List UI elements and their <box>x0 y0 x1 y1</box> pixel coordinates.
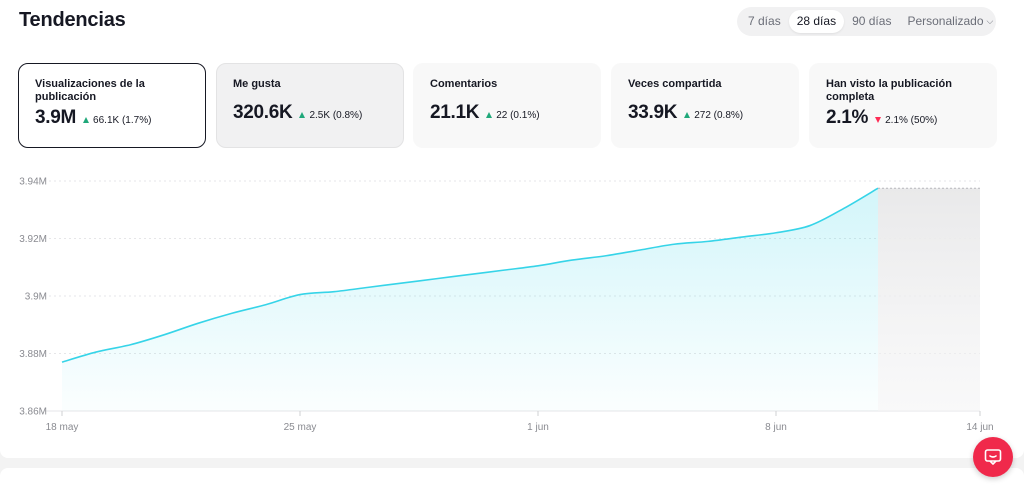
range-custom-button[interactable]: Personalizado ⌵ <box>899 10 1001 33</box>
message-icon <box>984 449 1002 465</box>
metric-label: Me gusta <box>233 78 281 90</box>
y-tick-label: 3.88M <box>19 349 47 360</box>
trends-panel: Tendencias 7 días 28 días 90 días Person… <box>0 0 1024 458</box>
trend-up-icon <box>299 112 306 118</box>
trend-up-icon <box>83 117 90 123</box>
metric-label: Veces compartida <box>628 78 722 90</box>
metric-value: 320.6K <box>233 102 293 123</box>
trend-up-icon <box>684 112 691 118</box>
metric-value: 3.9M <box>35 107 77 128</box>
metric-card-shares[interactable]: Veces compartida 33.9K 272 (0.8%) <box>611 63 799 148</box>
y-axis: 3.94M 3.92M 3.9M 3.88M 3.86M <box>19 177 47 418</box>
metric-cards: Visualizaciones de la publicación 3.9M 6… <box>18 63 998 148</box>
pending-data-region <box>878 188 980 411</box>
x-tick-label: 8 jun <box>765 422 787 433</box>
chevron-down-icon: ⌵ <box>986 16 994 26</box>
metric-card-completion[interactable]: Han visto la publicación completa 2.1% 2… <box>809 63 997 148</box>
metric-delta: 66.1K (1.7%) <box>83 115 151 126</box>
x-tick-label: 18 may <box>46 422 79 433</box>
y-tick-label: 3.9M <box>25 292 47 303</box>
metric-delta-text: 272 (0.8%) <box>694 109 744 121</box>
metric-value: 33.9K <box>628 102 678 123</box>
y-tick-label: 3.92M <box>19 234 47 245</box>
x-tick-label: 25 may <box>284 422 317 433</box>
series-line <box>61 187 879 363</box>
metric-delta-text: 2.5K (0.8%) <box>309 109 363 121</box>
metric-label: Visualizaciones de la publicación <box>35 78 145 103</box>
metric-delta-text: 22 (0.1%) <box>496 109 540 121</box>
range-custom-label: Personalizado <box>907 14 984 28</box>
next-section-card <box>0 468 1024 488</box>
range-7-days-button[interactable]: 7 días <box>748 14 781 28</box>
x-tick-label: 1 jun <box>527 422 549 433</box>
metric-card-comments[interactable]: Comentarios 21.1K 22 (0.1%) <box>413 63 601 148</box>
metric-delta-text: 66.1K (1.7%) <box>93 114 152 126</box>
range-28-days-button[interactable]: 28 días <box>788 10 845 33</box>
range-90-days-button[interactable]: 90 días <box>852 14 892 28</box>
metric-delta-text: 2.1% (50%) <box>885 114 938 126</box>
views-trend-chart[interactable]: 3.94M 3.92M 3.9M 3.88M 3.86M 18 may 25 may 1 j… <box>0 160 1024 450</box>
metric-delta: 272 (0.8%) <box>684 110 743 121</box>
date-range-selector: 7 días 28 días 90 días Personalizado ⌵ <box>737 7 996 36</box>
trend-up-icon <box>486 112 493 118</box>
series-area <box>62 188 878 411</box>
metric-value: 2.1% <box>826 107 869 128</box>
metric-value: 21.1K <box>430 102 480 123</box>
metric-card-likes[interactable]: Me gusta 320.6K 2.5K (0.8%) <box>216 63 404 148</box>
metric-delta: 2.1% (50%) <box>875 115 937 126</box>
x-tick-label: 14 jun <box>966 422 993 433</box>
page-title: Tendencias <box>19 9 126 31</box>
y-tick-label: 3.94M <box>19 177 47 188</box>
trend-down-icon <box>875 117 882 123</box>
metric-label: Comentarios <box>430 78 498 90</box>
x-axis: 18 may 25 may 1 jun 8 jun 14 jun <box>46 411 994 433</box>
metric-card-views[interactable]: Visualizaciones de la publicación 3.9M 6… <box>18 63 206 148</box>
feedback-button[interactable] <box>973 437 1013 477</box>
metric-label: Han visto la publicación completa <box>826 78 952 103</box>
y-tick-label: 3.86M <box>19 407 47 418</box>
metric-delta: 2.5K (0.8%) <box>299 110 362 121</box>
metric-delta: 22 (0.1%) <box>486 109 540 121</box>
